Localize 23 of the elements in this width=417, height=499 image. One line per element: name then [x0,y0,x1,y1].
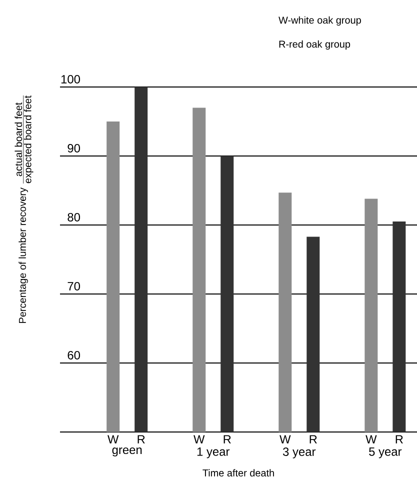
y-tick-label: 90 [68,144,80,152]
x-tick-label: 3 year [282,448,316,458]
text: expected board feet [24,96,34,184]
text: W [366,435,377,444]
y-tick-label: 80 [68,213,80,222]
x-tick-label: green [112,448,142,456]
text: W [194,435,205,444]
text: actual board feet [14,102,22,176]
text: R [396,435,403,444]
text: W [280,435,291,444]
y-tick-label: 100 [61,75,80,84]
series-label: R [138,435,145,444]
series-label: W [108,435,119,444]
x-tick-label: 5 year [369,448,402,458]
x-axis-title: Time after death [202,469,274,476]
text: W-white oak group [278,16,361,26]
y-tick-label: 70 [68,282,80,290]
text: R [310,435,317,444]
y-axis-title: Percentage of lumber recovery [18,188,28,323]
y-tick-label: 60 [68,351,80,360]
text: R-red oak group [279,40,350,50]
x-tick-label: 1 year [197,448,230,458]
text: R [224,435,231,444]
